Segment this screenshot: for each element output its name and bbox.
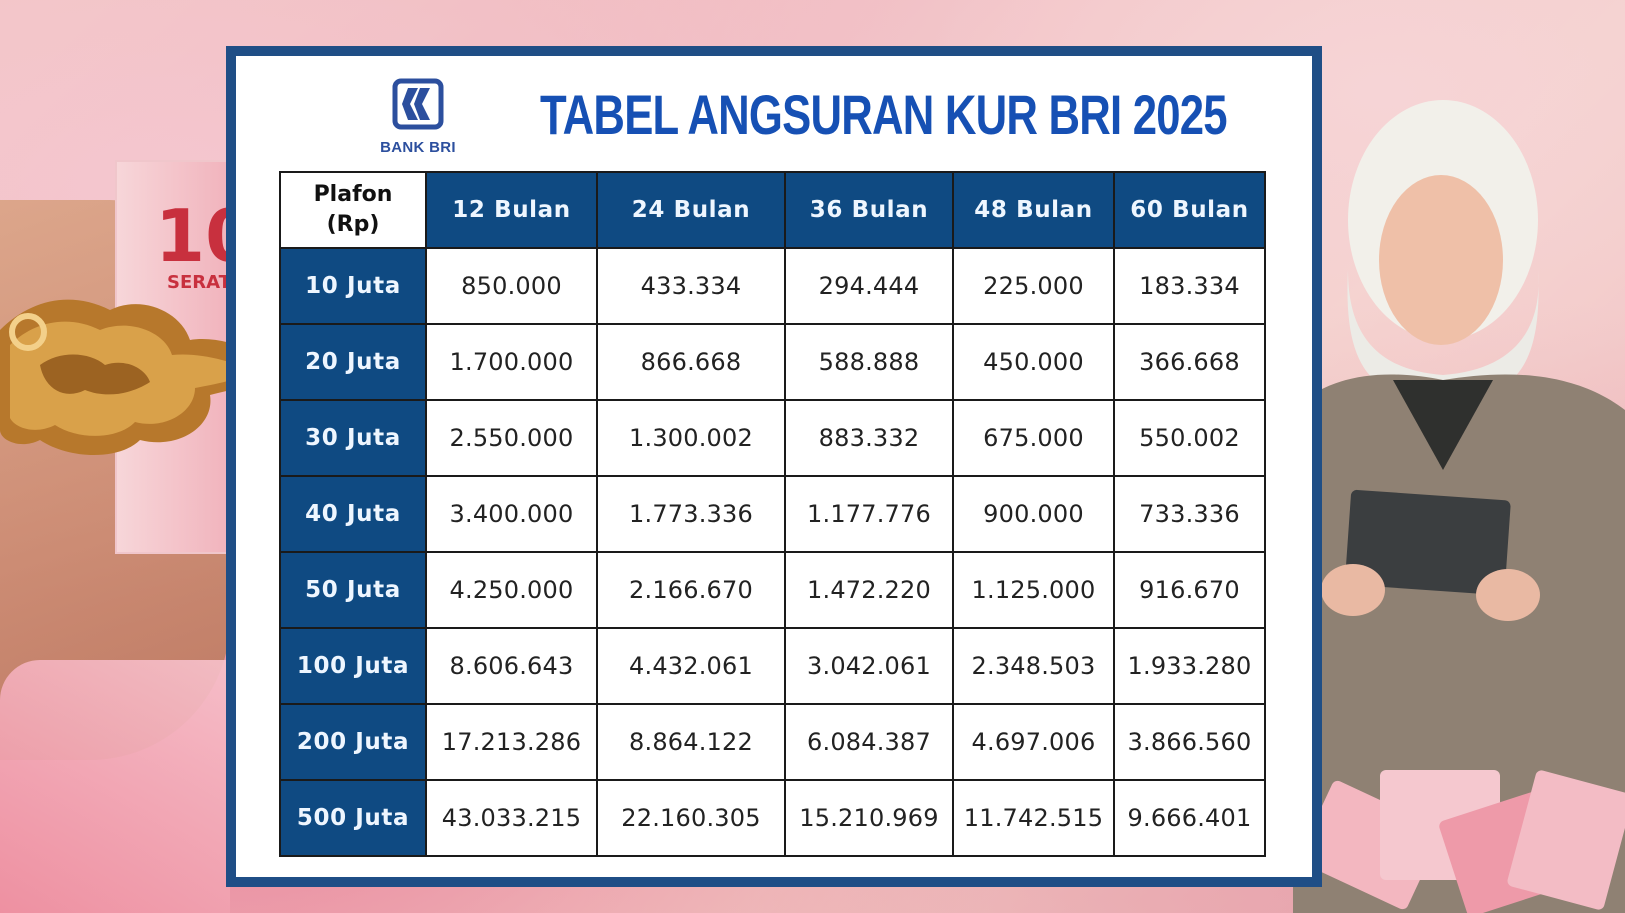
table-cell: 9.666.401 (1113, 779, 1266, 857)
table-row: 40 Juta 3.400.000 1.773.336 1.177.776 90… (279, 475, 1266, 553)
table-cell: 3.866.560 (1113, 703, 1266, 781)
page-title: TABEL ANGSURAN KUR BRI 2025 (540, 83, 1228, 146)
table-row: 10 Juta 850.000 433.334 294.444 225.000 … (279, 247, 1266, 325)
table-cell: 8.864.122 (596, 703, 786, 781)
table-cell: 433.334 (596, 247, 786, 325)
table-cell: 1.177.776 (784, 475, 954, 553)
table-cell: 1.125.000 (952, 551, 1115, 629)
woman-with-card-photo (1293, 100, 1625, 913)
table-row: 20 Juta 1.700.000 866.668 588.888 450.00… (279, 323, 1266, 401)
table-cell: 6.084.387 (784, 703, 954, 781)
table-cell: 17.213.286 (425, 703, 598, 781)
table-cell: 225.000 (952, 247, 1115, 325)
plafon-column-header: Plafon (Rp) (279, 171, 427, 249)
table-cell: 2.166.670 (596, 551, 786, 629)
table-cell: 1.472.220 (784, 551, 954, 629)
table-cell: 1.700.000 (425, 323, 598, 401)
angsuran-table: Plafon (Rp) 12 Bulan 24 Bulan 36 Bulan 4… (279, 171, 1266, 857)
row-header-plafon: 200 Juta (279, 703, 427, 781)
banknote-stack-photo (1298, 770, 1625, 913)
row-header-plafon: 500 Juta (279, 779, 427, 857)
table-cell: 450.000 (952, 323, 1115, 401)
table-cell: 883.332 (784, 399, 954, 477)
table-row: 30 Juta 2.550.000 1.300.002 883.332 675.… (279, 399, 1266, 477)
table-cell: 8.606.643 (425, 627, 598, 705)
table-cell: 675.000 (952, 399, 1115, 477)
table-row: 500 Juta 43.033.215 22.160.305 15.210.96… (279, 779, 1266, 857)
table-cell: 900.000 (952, 475, 1115, 553)
table-row: 200 Juta 17.213.286 8.864.122 6.084.387 … (279, 703, 1266, 781)
bri-logo-icon (392, 78, 444, 130)
bank-bri-logo: BANK BRI (373, 78, 463, 158)
table-cell: 850.000 (425, 247, 598, 325)
table-cell: 733.336 (1113, 475, 1266, 553)
table-row: 100 Juta 8.606.643 4.432.061 3.042.061 2… (279, 627, 1266, 705)
row-header-plafon: 50 Juta (279, 551, 427, 629)
table-cell: 15.210.969 (784, 779, 954, 857)
row-header-plafon: 100 Juta (279, 627, 427, 705)
table-cell: 3.400.000 (425, 475, 598, 553)
table-cell: 3.042.061 (784, 627, 954, 705)
column-header-60-bulan: 60 Bulan (1113, 171, 1266, 249)
row-header-plafon: 10 Juta (279, 247, 427, 325)
column-header-48-bulan: 48 Bulan (952, 171, 1115, 249)
table-cell: 4.250.000 (425, 551, 598, 629)
table-cell: 588.888 (784, 323, 954, 401)
banknote-text: SERAT (167, 272, 231, 293)
bank-name: BANK BRI (380, 139, 456, 156)
plafon-label: Plafon (313, 182, 393, 207)
row-header-plafon: 40 Juta (279, 475, 427, 553)
table-cell: 366.668 (1113, 323, 1266, 401)
row-header-plafon: 20 Juta (279, 323, 427, 401)
table-header-row: Plafon (Rp) 12 Bulan 24 Bulan 36 Bulan 4… (279, 171, 1266, 249)
plafon-unit-label: (Rp) (326, 212, 380, 237)
table-cell: 11.742.515 (952, 779, 1115, 857)
table-cell: 43.033.215 (425, 779, 598, 857)
table-cell: 916.670 (1113, 551, 1266, 629)
table-cell: 866.668 (596, 323, 786, 401)
table-cell: 1.300.002 (596, 399, 786, 477)
table-cell: 550.002 (1113, 399, 1266, 477)
table-cell: 1.773.336 (596, 475, 786, 553)
column-header-24-bulan: 24 Bulan (596, 171, 786, 249)
batik-cloud-ornament-icon (0, 299, 285, 455)
background-money-bottom-left (0, 660, 230, 913)
table-cell: 2.550.000 (425, 399, 598, 477)
table-cell: 183.334 (1113, 247, 1266, 325)
table-cell: 22.160.305 (596, 779, 786, 857)
row-header-plafon: 30 Juta (279, 399, 427, 477)
table-cell: 4.697.006 (952, 703, 1115, 781)
table-cell: 2.348.503 (952, 627, 1115, 705)
table-cell: 4.432.061 (596, 627, 786, 705)
table-row: 50 Juta 4.250.000 2.166.670 1.472.220 1.… (279, 551, 1266, 629)
column-header-12-bulan: 12 Bulan (425, 171, 598, 249)
table-cell: 294.444 (784, 247, 954, 325)
column-header-36-bulan: 36 Bulan (784, 171, 954, 249)
table-cell: 1.933.280 (1113, 627, 1266, 705)
